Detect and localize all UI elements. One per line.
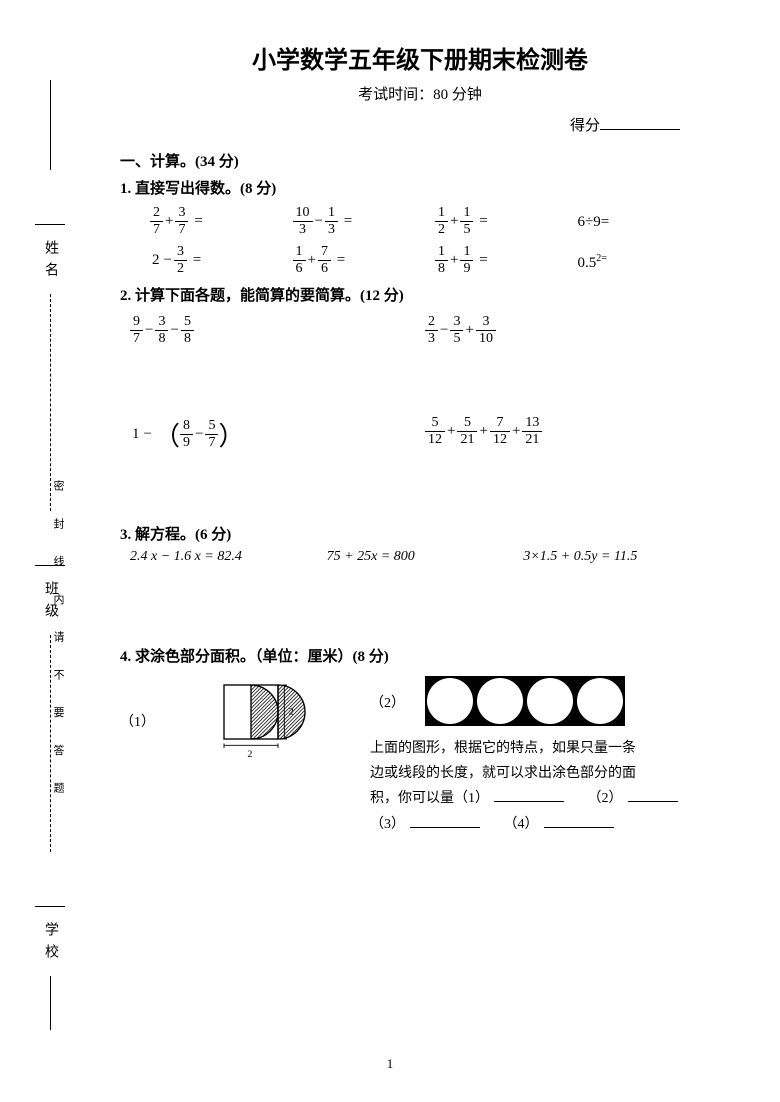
q3-item-1: 2.4 x − 1.6 x = 82.4 xyxy=(130,549,327,565)
figure-2-circles xyxy=(425,676,625,726)
seal-line-text: 密 封 线 内 请 不 要 答 题 xyxy=(50,480,66,805)
exam-page: 小学数学五年级下册期末检测卷 考试时间：80 分钟 得分 一、计算。(34 分)… xyxy=(100,0,760,857)
q4-text-2: 边或线段的长度，就可以求出涂色部分的面 xyxy=(370,761,720,786)
score-line: 得分 xyxy=(120,114,720,135)
section-1-header: 一、计算。(34 分) xyxy=(120,150,720,171)
q4-text-4: （3） （4） xyxy=(370,812,720,837)
school-blank xyxy=(35,857,65,907)
q1-row1: 27+37 = 103−13 = 12+15 = 6÷9= xyxy=(120,206,720,237)
score-blank xyxy=(600,129,680,130)
q2-header: 2. 计算下面各题，能简算的要简算。(12 分) xyxy=(120,284,720,305)
svg-text:2: 2 xyxy=(247,749,252,760)
q4-header: 4. 求涂色部分面积。（单位：厘米）(8 分) xyxy=(120,645,720,666)
q4-label-1: （1） xyxy=(120,711,155,731)
sidebar-label-name: 姓名 xyxy=(40,240,60,284)
q4-text-1: 上面的图形，根据它的特点，如果只量一条 xyxy=(370,736,720,761)
q4-container: （1） 2 2 xyxy=(120,676,720,837)
page-number: 1 xyxy=(387,1056,394,1072)
q1-header: 1. 直接写出得数。(8 分) xyxy=(120,177,720,198)
svg-text:2: 2 xyxy=(289,707,294,718)
q4-text-3: 积，你可以量（1） （2） xyxy=(370,786,720,811)
exam-title: 小学数学五年级下册期末检测卷 xyxy=(120,40,720,75)
sidebar-label-school: 学校 xyxy=(40,922,60,966)
exam-subtitle: 考试时间：80 分钟 xyxy=(120,83,720,104)
q1-row2: 2−32 = 16+76 = 18+19 = 0.52= xyxy=(120,245,720,276)
q2-row1: 97−38−58 23−35+310 xyxy=(120,315,720,346)
figure-1-semicircles: 2 2 xyxy=(200,676,320,766)
q2-row2: 1−（89−57） 512+521+712+1321 xyxy=(120,416,720,453)
name-blank xyxy=(35,175,65,225)
q3-item-2: 75 + 25x = 800 xyxy=(327,549,524,565)
score-label: 得分 xyxy=(570,118,600,134)
q3-row: 2.4 x − 1.6 x = 82.4 75 + 25x = 800 3×1.… xyxy=(120,549,720,565)
q3-item-3: 3×1.5 + 0.5y = 11.5 xyxy=(523,549,720,565)
q4-label-2: （2） xyxy=(370,691,405,716)
q3-header: 3. 解方程。(6 分) xyxy=(120,523,720,544)
